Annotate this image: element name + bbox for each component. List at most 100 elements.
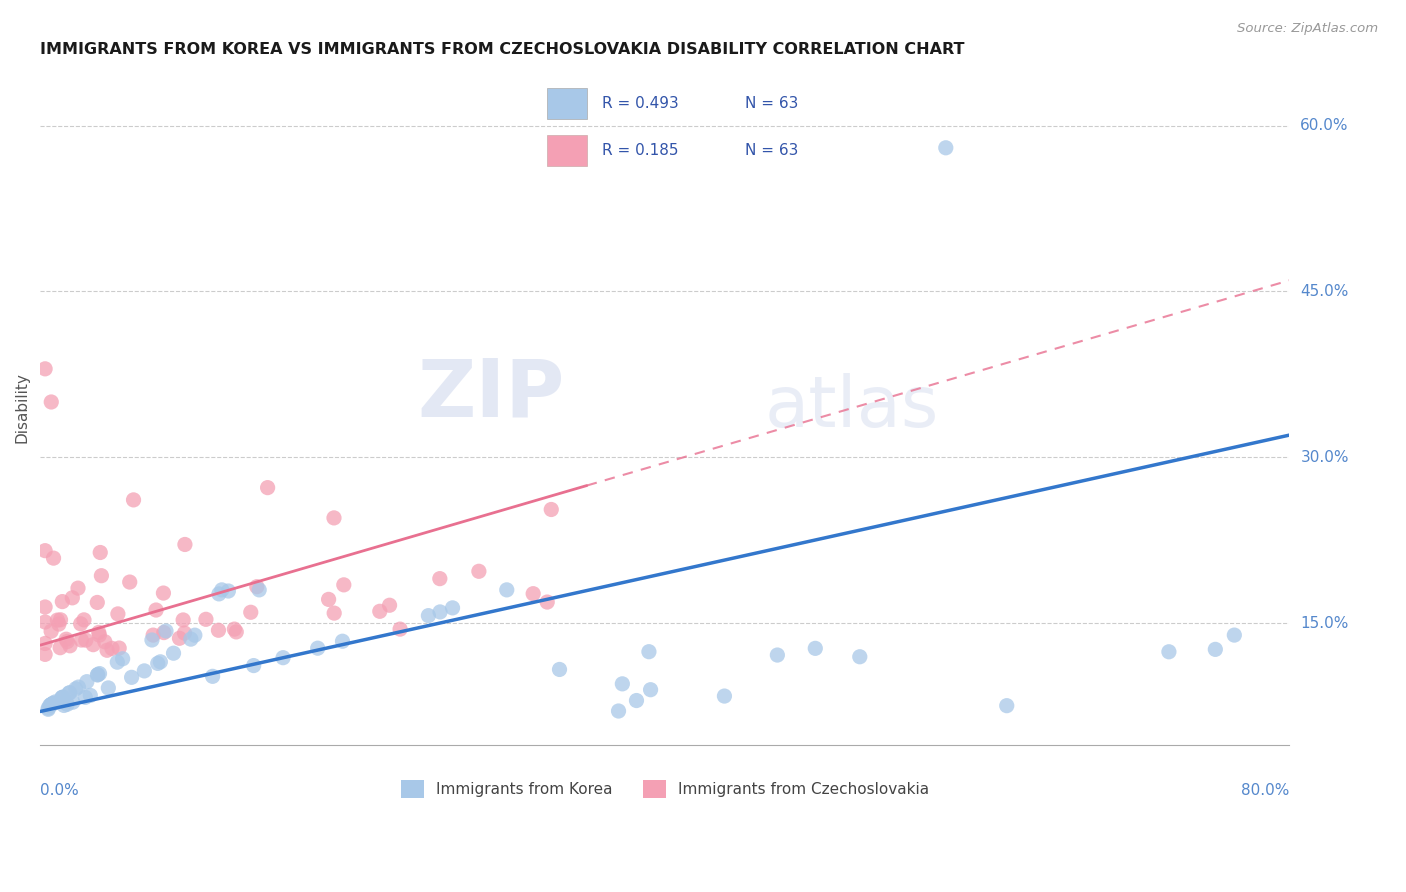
Text: 15.0%: 15.0% (1301, 615, 1348, 631)
Point (174, 537, 197, 551)
Bar (547, 136, 586, 166)
Point (52, 690, 75, 704)
Text: R = 0.185: R = 0.185 (602, 144, 679, 158)
Point (56, 634, 79, 648)
Point (108, 641, 131, 656)
Point (242, 658, 264, 673)
Point (75, 690, 97, 705)
Point (44, 695, 66, 709)
Point (271, 650, 294, 665)
Point (86, 595, 108, 609)
Point (333, 578, 356, 592)
Point (51, 690, 73, 705)
Point (1204, 642, 1226, 657)
Point (211, 582, 233, 597)
Point (607, 704, 630, 718)
Point (155, 624, 177, 638)
Point (34, 600, 56, 615)
Point (1223, 628, 1246, 642)
Point (995, 698, 1018, 713)
Point (66, 581, 89, 595)
Point (39, 624, 62, 639)
Point (246, 580, 269, 594)
Point (134, 664, 156, 678)
Point (207, 624, 229, 638)
Point (34, 648, 56, 662)
Point (256, 481, 278, 495)
Point (90, 568, 112, 582)
Point (247, 582, 270, 597)
Point (39, 698, 62, 712)
Point (56, 698, 79, 712)
Point (640, 682, 662, 697)
Point (713, 689, 735, 703)
Point (34, 361, 56, 376)
Text: ZIP: ZIP (418, 355, 565, 433)
Point (76, 674, 98, 689)
Point (522, 587, 544, 601)
Point (121, 670, 143, 684)
Text: IMMIGRANTS FROM KOREA VS IMMIGRANTS FROM CZECHOSLOVAKIA DISABILITY CORRELATION C: IMMIGRANTS FROM KOREA VS IMMIGRANTS FROM… (41, 42, 965, 57)
Point (441, 600, 464, 615)
Point (638, 645, 661, 659)
Point (49, 640, 72, 655)
Point (46, 613, 69, 627)
Point (418, 608, 440, 623)
Point (89, 628, 111, 642)
Point (122, 492, 145, 507)
Point (49, 613, 72, 627)
Point (60, 591, 83, 605)
Point (1157, 645, 1180, 659)
Point (239, 605, 262, 619)
Point (70, 633, 93, 648)
Point (111, 652, 134, 666)
Text: 80.0%: 80.0% (1241, 783, 1289, 798)
Point (194, 612, 217, 626)
Point (62, 695, 84, 709)
Point (39, 698, 62, 712)
Point (38, 698, 60, 713)
Point (34, 615, 56, 629)
Text: R = 0.493: R = 0.493 (602, 96, 679, 111)
Point (152, 586, 174, 600)
Point (97, 681, 120, 695)
Point (87, 625, 110, 640)
Point (59, 686, 82, 700)
Point (87, 667, 110, 681)
Point (225, 624, 247, 639)
Point (495, 582, 517, 597)
Point (169, 632, 191, 646)
Point (48, 617, 70, 632)
Point (536, 595, 558, 609)
Point (429, 605, 451, 619)
Text: 45.0%: 45.0% (1301, 284, 1348, 299)
Point (332, 634, 354, 648)
Point (224, 622, 246, 636)
Point (162, 646, 184, 660)
Point (184, 628, 207, 642)
Point (540, 502, 562, 516)
Legend: Immigrants from Korea, Immigrants from Czechoslovakia: Immigrants from Korea, Immigrants from C… (395, 773, 935, 805)
Point (58, 686, 80, 700)
Point (935, 141, 957, 155)
Point (389, 622, 412, 636)
Point (65, 681, 87, 696)
Point (217, 584, 239, 599)
Point (86, 668, 108, 682)
Y-axis label: Disability: Disability (15, 372, 30, 443)
Point (69, 616, 91, 631)
Point (141, 632, 163, 647)
Point (39, 395, 62, 409)
Point (51, 690, 73, 705)
Point (149, 655, 172, 669)
Point (849, 649, 872, 664)
Text: 60.0%: 60.0% (1301, 118, 1348, 133)
Point (612, 677, 634, 691)
Point (172, 613, 194, 627)
Point (378, 599, 401, 613)
Point (94, 634, 117, 648)
Point (75, 633, 97, 648)
Text: 30.0%: 30.0% (1301, 450, 1348, 465)
Point (55, 632, 77, 647)
Point (89, 666, 111, 681)
